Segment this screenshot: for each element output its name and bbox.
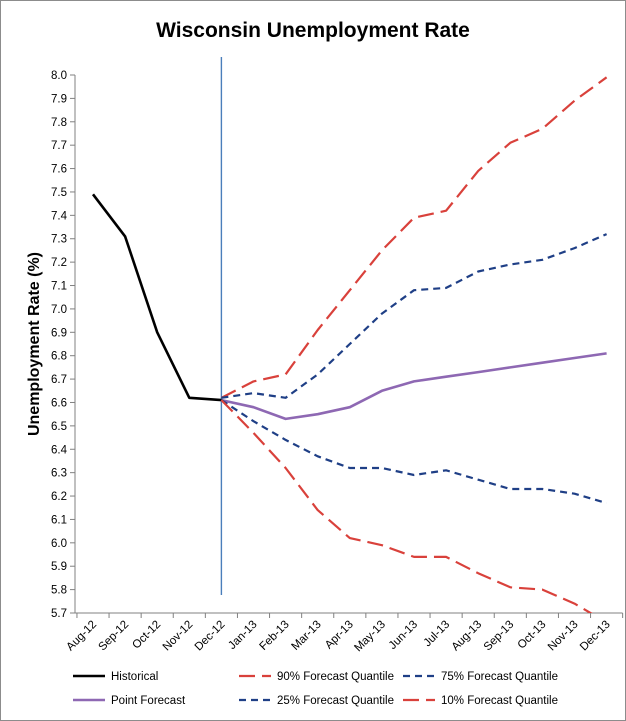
- x-tick-label: Jul-13: [422, 619, 453, 650]
- legend-label: 10% Forecast Quantile: [441, 695, 558, 707]
- legend-label: 75% Forecast Quantile: [441, 671, 558, 683]
- x-tick-label: Aug-12: [64, 619, 99, 654]
- series-line-90-forecast-quantile: [220, 76, 608, 399]
- y-tick-label: 6.3: [51, 468, 67, 480]
- y-tick-label: 6.5: [51, 421, 67, 433]
- x-tick-label: Jan-13: [226, 619, 259, 652]
- y-tick-label: 7.7: [51, 140, 67, 152]
- y-tick-label: 6.1: [51, 514, 67, 526]
- x-tick-label: Dec-13: [578, 619, 613, 654]
- y-tick-label: 7.3: [51, 234, 67, 246]
- y-tick-label: 7.9: [51, 93, 67, 105]
- series-line-25-forecast-quantile: [220, 399, 607, 505]
- y-tick-label: 5.7: [51, 608, 67, 620]
- x-tick-label: Aug-13: [450, 619, 485, 654]
- x-tick-label: Sep-13: [482, 619, 517, 654]
- x-tick-label: Mar-13: [290, 619, 324, 653]
- x-tick-label: Sep-12: [97, 619, 132, 654]
- x-tick-label: Apr-13: [323, 619, 356, 652]
- y-tick-label: 7.8: [51, 117, 67, 129]
- y-tick-label: 6.0: [51, 538, 67, 550]
- y-tick-label: 7.0: [51, 304, 67, 316]
- series-line-historical: [91, 193, 222, 402]
- y-tick-label: 6.9: [51, 327, 67, 339]
- y-axis-label: Unemployment Rate (%): [26, 252, 43, 436]
- x-tick-label: Feb-13: [257, 619, 291, 653]
- x-tick-label: Nov-13: [546, 619, 581, 654]
- chart-title: Wisconsin Unemployment Rate: [156, 19, 470, 42]
- legend-label: Point Forecast: [111, 695, 186, 707]
- y-tick-label: 7.2: [51, 257, 67, 269]
- y-tick-label: 5.9: [51, 561, 67, 573]
- x-tick-label: May-13: [352, 619, 388, 655]
- x-tick-label: Nov-12: [161, 619, 196, 654]
- y-tick-label: 7.6: [51, 164, 67, 176]
- y-tick-label: 7.4: [51, 210, 68, 222]
- y-tick-label: 8.0: [51, 70, 67, 82]
- legend-label: 90% Forecast Quantile: [277, 671, 394, 683]
- series-line-point-forecast: [221, 352, 607, 421]
- x-tick-label: Oct-12: [130, 619, 163, 652]
- series-line-10-forecast-quantile: [220, 399, 593, 613]
- x-tick-label: Oct-13: [516, 619, 549, 652]
- series-line-75-forecast-quantile: [221, 233, 608, 399]
- y-tick-label: 7.1: [51, 281, 67, 293]
- y-tick-label: 5.8: [51, 585, 67, 597]
- y-tick-label: 7.5: [51, 187, 67, 199]
- legend-label: Historical: [111, 671, 158, 683]
- y-tick-label: 6.4: [51, 444, 68, 456]
- legend-label: 25% Forecast Quantile: [277, 695, 394, 707]
- y-tick-label: 6.6: [51, 397, 67, 409]
- x-tick-label: Dec-12: [193, 619, 228, 654]
- x-tick-label: Jun-13: [387, 619, 420, 652]
- y-tick-label: 6.7: [51, 374, 67, 386]
- y-tick-label: 6.2: [51, 491, 67, 503]
- y-tick-label: 6.8: [51, 351, 67, 363]
